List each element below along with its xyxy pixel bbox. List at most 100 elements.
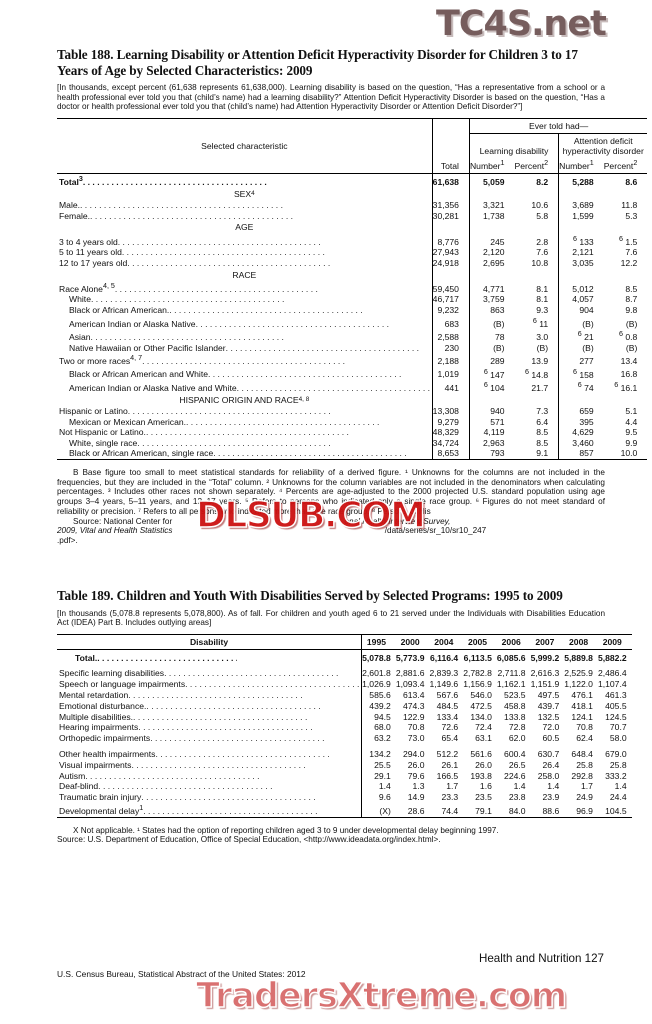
header-year-2008: 2008 [564,633,598,650]
section-heading: HISPANIC ORIGIN AND RACE4, 8 [179,394,310,405]
row-ld-percent: 13.9 [531,356,549,367]
row-value: 458.8 [504,700,526,711]
table-row: American Indian or Alaska Native683(B)6 … [57,315,647,330]
row-value: 58.0 [609,733,627,744]
row-value: 25.5 [361,759,396,771]
row-total: 31,356 [431,200,470,211]
row-value: 79.6 [407,770,425,781]
row-value: 73.0 [407,733,425,744]
row-adhd-percent: 13.4 [620,356,638,367]
row-adhd-number: 4,629 [558,427,604,438]
dot-leader [128,406,333,417]
dot-leader [169,305,364,316]
table-189-block: Table 189. Children and Youth With Disab… [57,588,632,845]
row-value: 132.5 [537,711,560,722]
row-total: 1,019 [431,366,470,381]
header-adhd-percent: Percent2 [604,158,648,174]
row-value: 72.0 [542,722,560,733]
section-spacer-ldp [515,269,559,282]
table-row: Mental retardation585.6 613.4 567.6 546.0 52… [57,690,632,701]
header-adhd-number-fn: 1 [589,158,594,167]
dot-leader [127,258,332,269]
row-value: 1,093.4 [395,679,425,690]
table-row: Autism29.1 79.6 166.5 193.8 224.6 258.0 292.8 3… [57,770,632,782]
row-ld-number: 6 147 [468,366,515,381]
row-value: 418.1 [571,700,593,711]
row-value: 62.4 [576,733,593,744]
row-value: 70.8 [407,722,425,733]
dot-leader [97,653,237,664]
table-188: Selected characteristic Ever told had— L… [57,117,648,461]
row-adhd-percent: 6 0.8 [618,330,638,342]
row-label: Emotional disturbance. [57,701,362,712]
row-adhd-number: 1,599 [558,210,604,222]
row-adhd-number: 857 [558,448,604,460]
row-value: 62.0 [508,733,526,744]
row-total: 34,724 [431,437,470,449]
dot-leader [91,294,286,305]
row-adhd-number: 6 133 [558,233,604,248]
row-label: White [57,294,432,305]
row-value: 5,999.2 [530,652,560,663]
row-value: 512.2 [436,749,459,760]
row-value: 26.0 [475,759,492,770]
row-total: 8,653 [431,448,470,460]
row-value: 72.4 [475,722,492,733]
table-189-header-row: Disability 1995 2000 2004 2005 2006 2007 2008 20… [57,633,632,650]
row-label: Hispanic or Latino [57,406,432,417]
row-value: 124.1 [571,711,593,722]
row-value: 65.4 [441,733,459,744]
section-spacer-adp [604,188,648,201]
header-ld-number: Number1 [468,157,515,174]
source-seg-2: onal Health Interview Survey, [344,516,451,526]
row-value: 2,486.4 [597,668,627,679]
table-row: Developmental delay1(X) 28.6 74.4 79.1 84.0 8… [57,803,632,818]
row-spacer [57,744,632,750]
row-adhd-percent: 6 16.1 [614,381,638,393]
dot-leader [196,319,391,330]
header-adhd: Attention deficit hyperactivity disorder [558,132,648,158]
row-ld-number: 793 [468,448,515,460]
dot-leader [133,712,309,723]
table-189-title: Table 189. Children and Youth With Disab… [57,588,563,603]
table-188-source: Source: National Center for onal Health … [57,517,605,546]
row-adhd-number: 3,035 [558,257,604,269]
row-adhd-percent: 5.3 [625,210,638,221]
row-value: 292.8 [571,770,593,781]
row-value: 1,026.9 [361,679,396,691]
row-value: 497.5 [537,690,560,701]
row-value: 224.6 [504,770,526,781]
section-spacer-adn [558,268,604,282]
dot-leader [143,806,319,817]
row-value: 166.5 [436,770,459,781]
dot-leader [115,284,320,295]
table-188-footnotes: B Base figure too small to meet statisti… [57,467,605,516]
section-spacer-adp [604,221,648,234]
row-ld-number: 289 [468,353,515,367]
row-adhd-percent: 6 1.5 [618,234,638,247]
header-adhd-line1: Attention deficit [573,135,633,146]
table-row: Orthopedic impairments63.2 73.0 65.4 63.1 62… [57,733,632,745]
table-189-footnote-1: X Not applicable. ¹ States had the optio… [73,825,499,835]
row-ld-percent: 8.5 [536,437,549,448]
row-value: 5,078.8 [361,649,396,664]
header-adhd-line2: hyperactivity disorder [562,145,644,156]
row-value: 6,116.4 [429,652,459,663]
row-value: 484.5 [436,700,459,711]
row-value: 60.5 [542,733,560,744]
table-row: Other health impairments134.2 294.0 512.2 5… [57,749,632,760]
section-spacer-total [431,221,470,234]
dot-leader [131,760,307,771]
table-row: Black or African American and White1,019… [57,366,647,381]
section-heading-row: RACE [57,268,647,282]
table-row: Total.5,078.85,773.9 6,116.4 6,113.5 6,085.… [57,649,632,664]
row-total: 2,588 [431,329,470,343]
